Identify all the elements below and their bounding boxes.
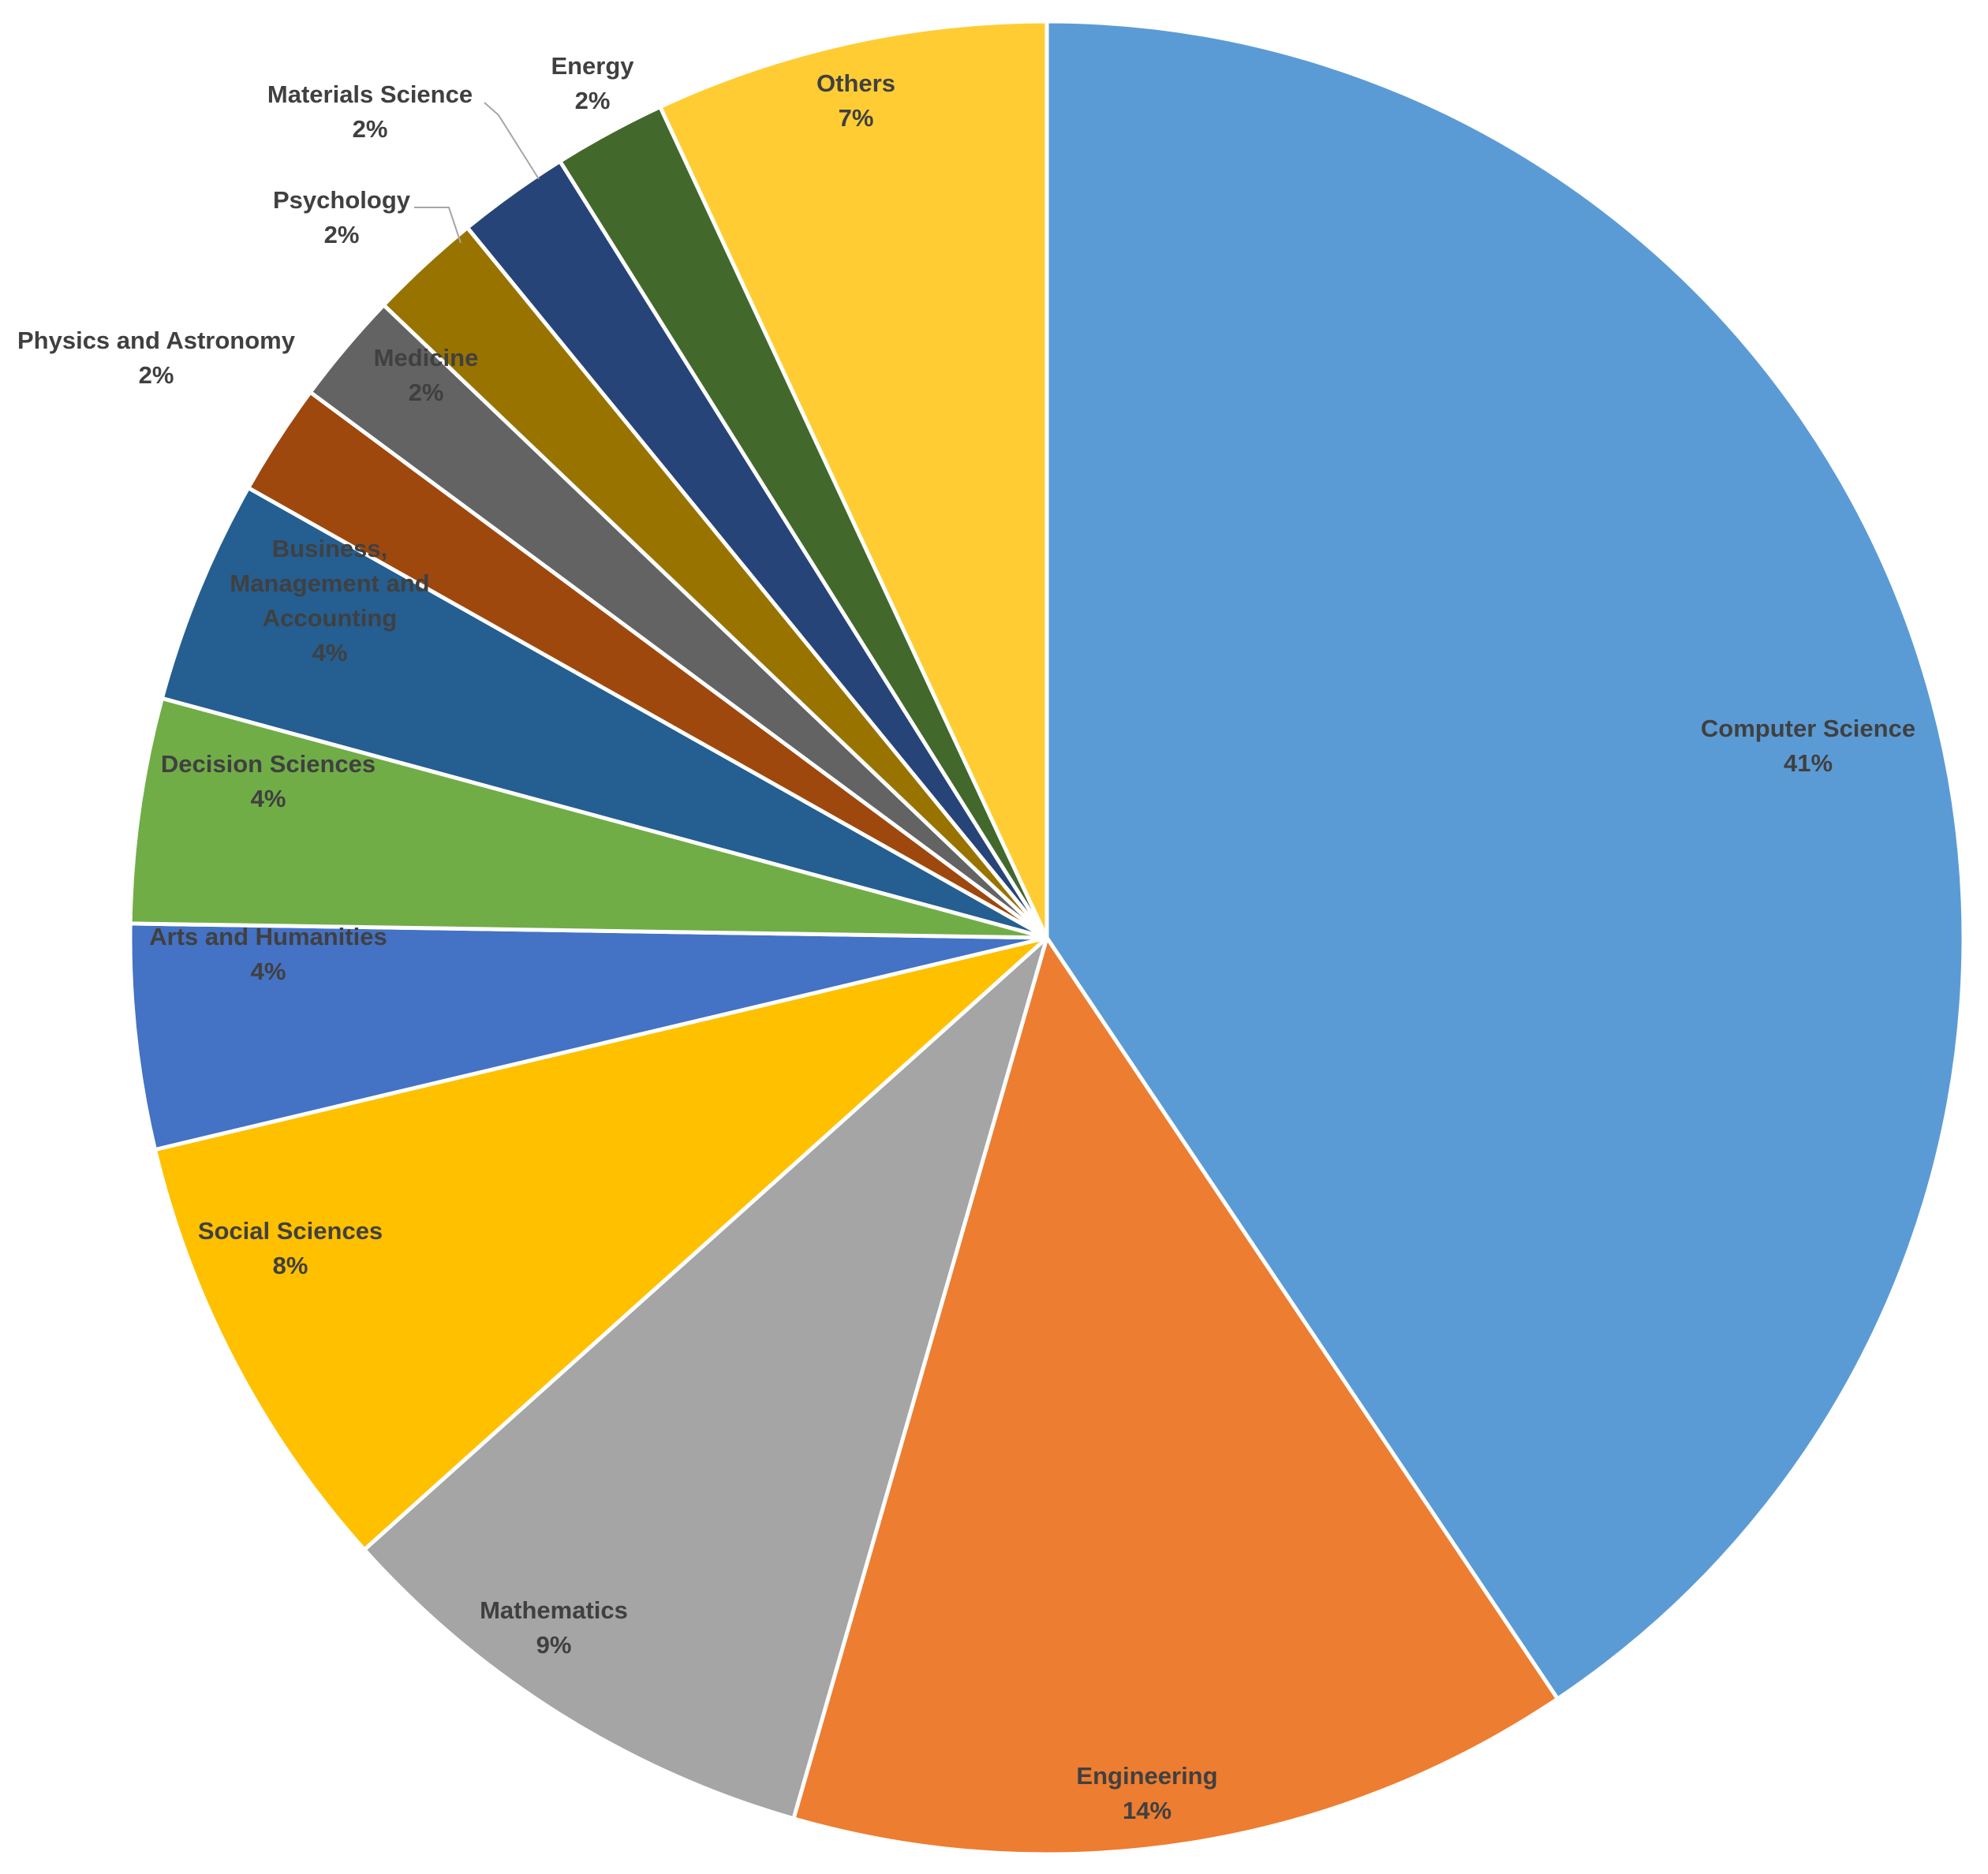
data-label-arts-and-humanities: Arts and Humanities 4% xyxy=(149,923,387,985)
data-label-physics-and-astronomy: Physics and Astronomy 2% xyxy=(17,327,296,389)
data-label-percent: 2% xyxy=(575,87,611,114)
data-label-percent: 4% xyxy=(251,785,286,812)
data-label-business-management-and-accounting: Business, Management and Accounting 4% xyxy=(230,535,429,666)
data-label-computer-science: Computer Science 41% xyxy=(1701,715,1915,777)
leader-line-psychology xyxy=(414,207,462,244)
data-label-category: Business, xyxy=(272,535,387,562)
data-label-category: Physics and Astronomy xyxy=(17,327,296,354)
pie-slice-decision-sciences xyxy=(128,696,1049,940)
pie-slice-business-management-and-accounting xyxy=(159,485,1049,940)
data-label-percent: 2% xyxy=(353,115,388,143)
pie-slice-social-sciences xyxy=(152,935,1049,1552)
leader-lines xyxy=(414,102,540,244)
data-label-category: Management and xyxy=(230,569,429,597)
leader-line-materials-science xyxy=(484,102,540,180)
data-label-mathematics: Mathematics 9% xyxy=(480,1596,628,1659)
data-label-category: Energy xyxy=(551,52,634,80)
data-label-materials-science: Materials Science 2% xyxy=(267,80,473,143)
pie-slices xyxy=(128,19,1966,1857)
pie-slice-mathematics xyxy=(362,935,1049,1821)
data-label-category: Medicine xyxy=(374,344,479,371)
data-label-category: Social Sciences xyxy=(198,1217,383,1245)
data-label-medicine: Medicine 2% xyxy=(374,344,479,406)
data-label-percent: 9% xyxy=(536,1631,572,1659)
data-label-psychology: Psychology 2% xyxy=(273,186,411,248)
data-label-engineering: Engineering 14% xyxy=(1076,1762,1217,1824)
data-label-category: Engineering xyxy=(1076,1762,1217,1790)
pie-slice-others xyxy=(658,19,1049,940)
data-label-percent: 7% xyxy=(839,104,874,132)
pie-slice-arts-and-humanities xyxy=(128,921,1049,1152)
data-label-category: Mathematics xyxy=(480,1596,628,1624)
data-label-category: Others xyxy=(816,69,895,97)
data-label-category: Computer Science xyxy=(1701,715,1915,742)
data-label-category: Decision Sciences xyxy=(161,750,376,778)
data-labels: Computer Science 41% Engineering 14% Mathema… xyxy=(17,52,1915,1824)
data-label-percent: 41% xyxy=(1784,749,1833,777)
pie-slice-engineering xyxy=(791,935,1560,1857)
data-label-category: Materials Science xyxy=(267,80,473,108)
data-label-percent: 2% xyxy=(409,379,444,406)
pie-slice-computer-science xyxy=(1044,19,1966,1701)
data-label-percent: 8% xyxy=(273,1252,308,1279)
data-label-percent: 2% xyxy=(139,361,174,389)
data-label-percent: 14% xyxy=(1123,1797,1172,1824)
data-label-category: Accounting xyxy=(263,604,398,632)
data-label-others: Others 7% xyxy=(816,69,895,132)
data-label-energy: Energy 2% xyxy=(551,52,634,114)
data-label-percent: 4% xyxy=(312,639,348,666)
data-label-category: Psychology xyxy=(273,186,411,214)
data-label-decision-sciences: Decision Sciences 4% xyxy=(161,750,376,812)
data-label-percent: 4% xyxy=(251,958,286,985)
data-label-social-sciences: Social Sciences 8% xyxy=(198,1217,383,1279)
data-label-category: Arts and Humanities xyxy=(149,923,387,950)
data-label-percent: 2% xyxy=(324,221,360,248)
